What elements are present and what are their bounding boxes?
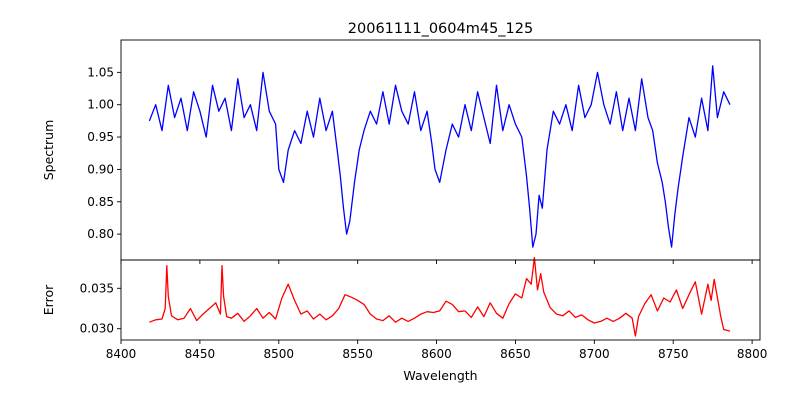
error-xtick-label: 8450 xyxy=(185,347,216,361)
spectrum-ytick-label: 0.85 xyxy=(87,195,114,209)
error-xtick-label: 8550 xyxy=(342,347,373,361)
error-xtick-label: 8600 xyxy=(421,347,452,361)
spectrum-ytick-label: 0.90 xyxy=(87,162,114,176)
error-series-line xyxy=(149,256,731,337)
spectrum-ylabel: Spectrum xyxy=(41,120,56,181)
spectrum-axes-frame xyxy=(120,39,761,261)
spectrum-series-line xyxy=(148,65,731,248)
error-ylabel: Error xyxy=(41,284,56,315)
error-xtick-label: 8500 xyxy=(264,347,295,361)
error-xtick-label: 8800 xyxy=(737,347,768,361)
chart-title: 20061111_0604m45_125 xyxy=(348,21,533,37)
error-panel: 0.030 0.035 8400 8450 8500 8550 8600 8650 8700 87… xyxy=(41,256,768,383)
spectrum-ytick-label: 1.05 xyxy=(87,65,114,79)
error-axes-frame xyxy=(120,259,761,341)
spectrum-panel: 0.80 0.85 0.90 0.95 1.00 1.05 20061111_0604m45… xyxy=(41,21,761,264)
error-ytick-label: 0.030 xyxy=(80,322,114,336)
error-xtick-label: 8700 xyxy=(579,347,610,361)
error-xtick-label: 8650 xyxy=(500,347,531,361)
spectrum-ytick-label: 0.80 xyxy=(87,227,114,241)
error-xtick-label: 8750 xyxy=(658,347,689,361)
spectrum-ytick-label: 1.00 xyxy=(87,98,114,112)
x-axis-label: Wavelength xyxy=(403,368,477,383)
error-xtick-label: 8400 xyxy=(106,347,137,361)
spectrum-ytick-label: 0.95 xyxy=(87,130,114,144)
error-ytick-label: 0.035 xyxy=(80,281,114,295)
